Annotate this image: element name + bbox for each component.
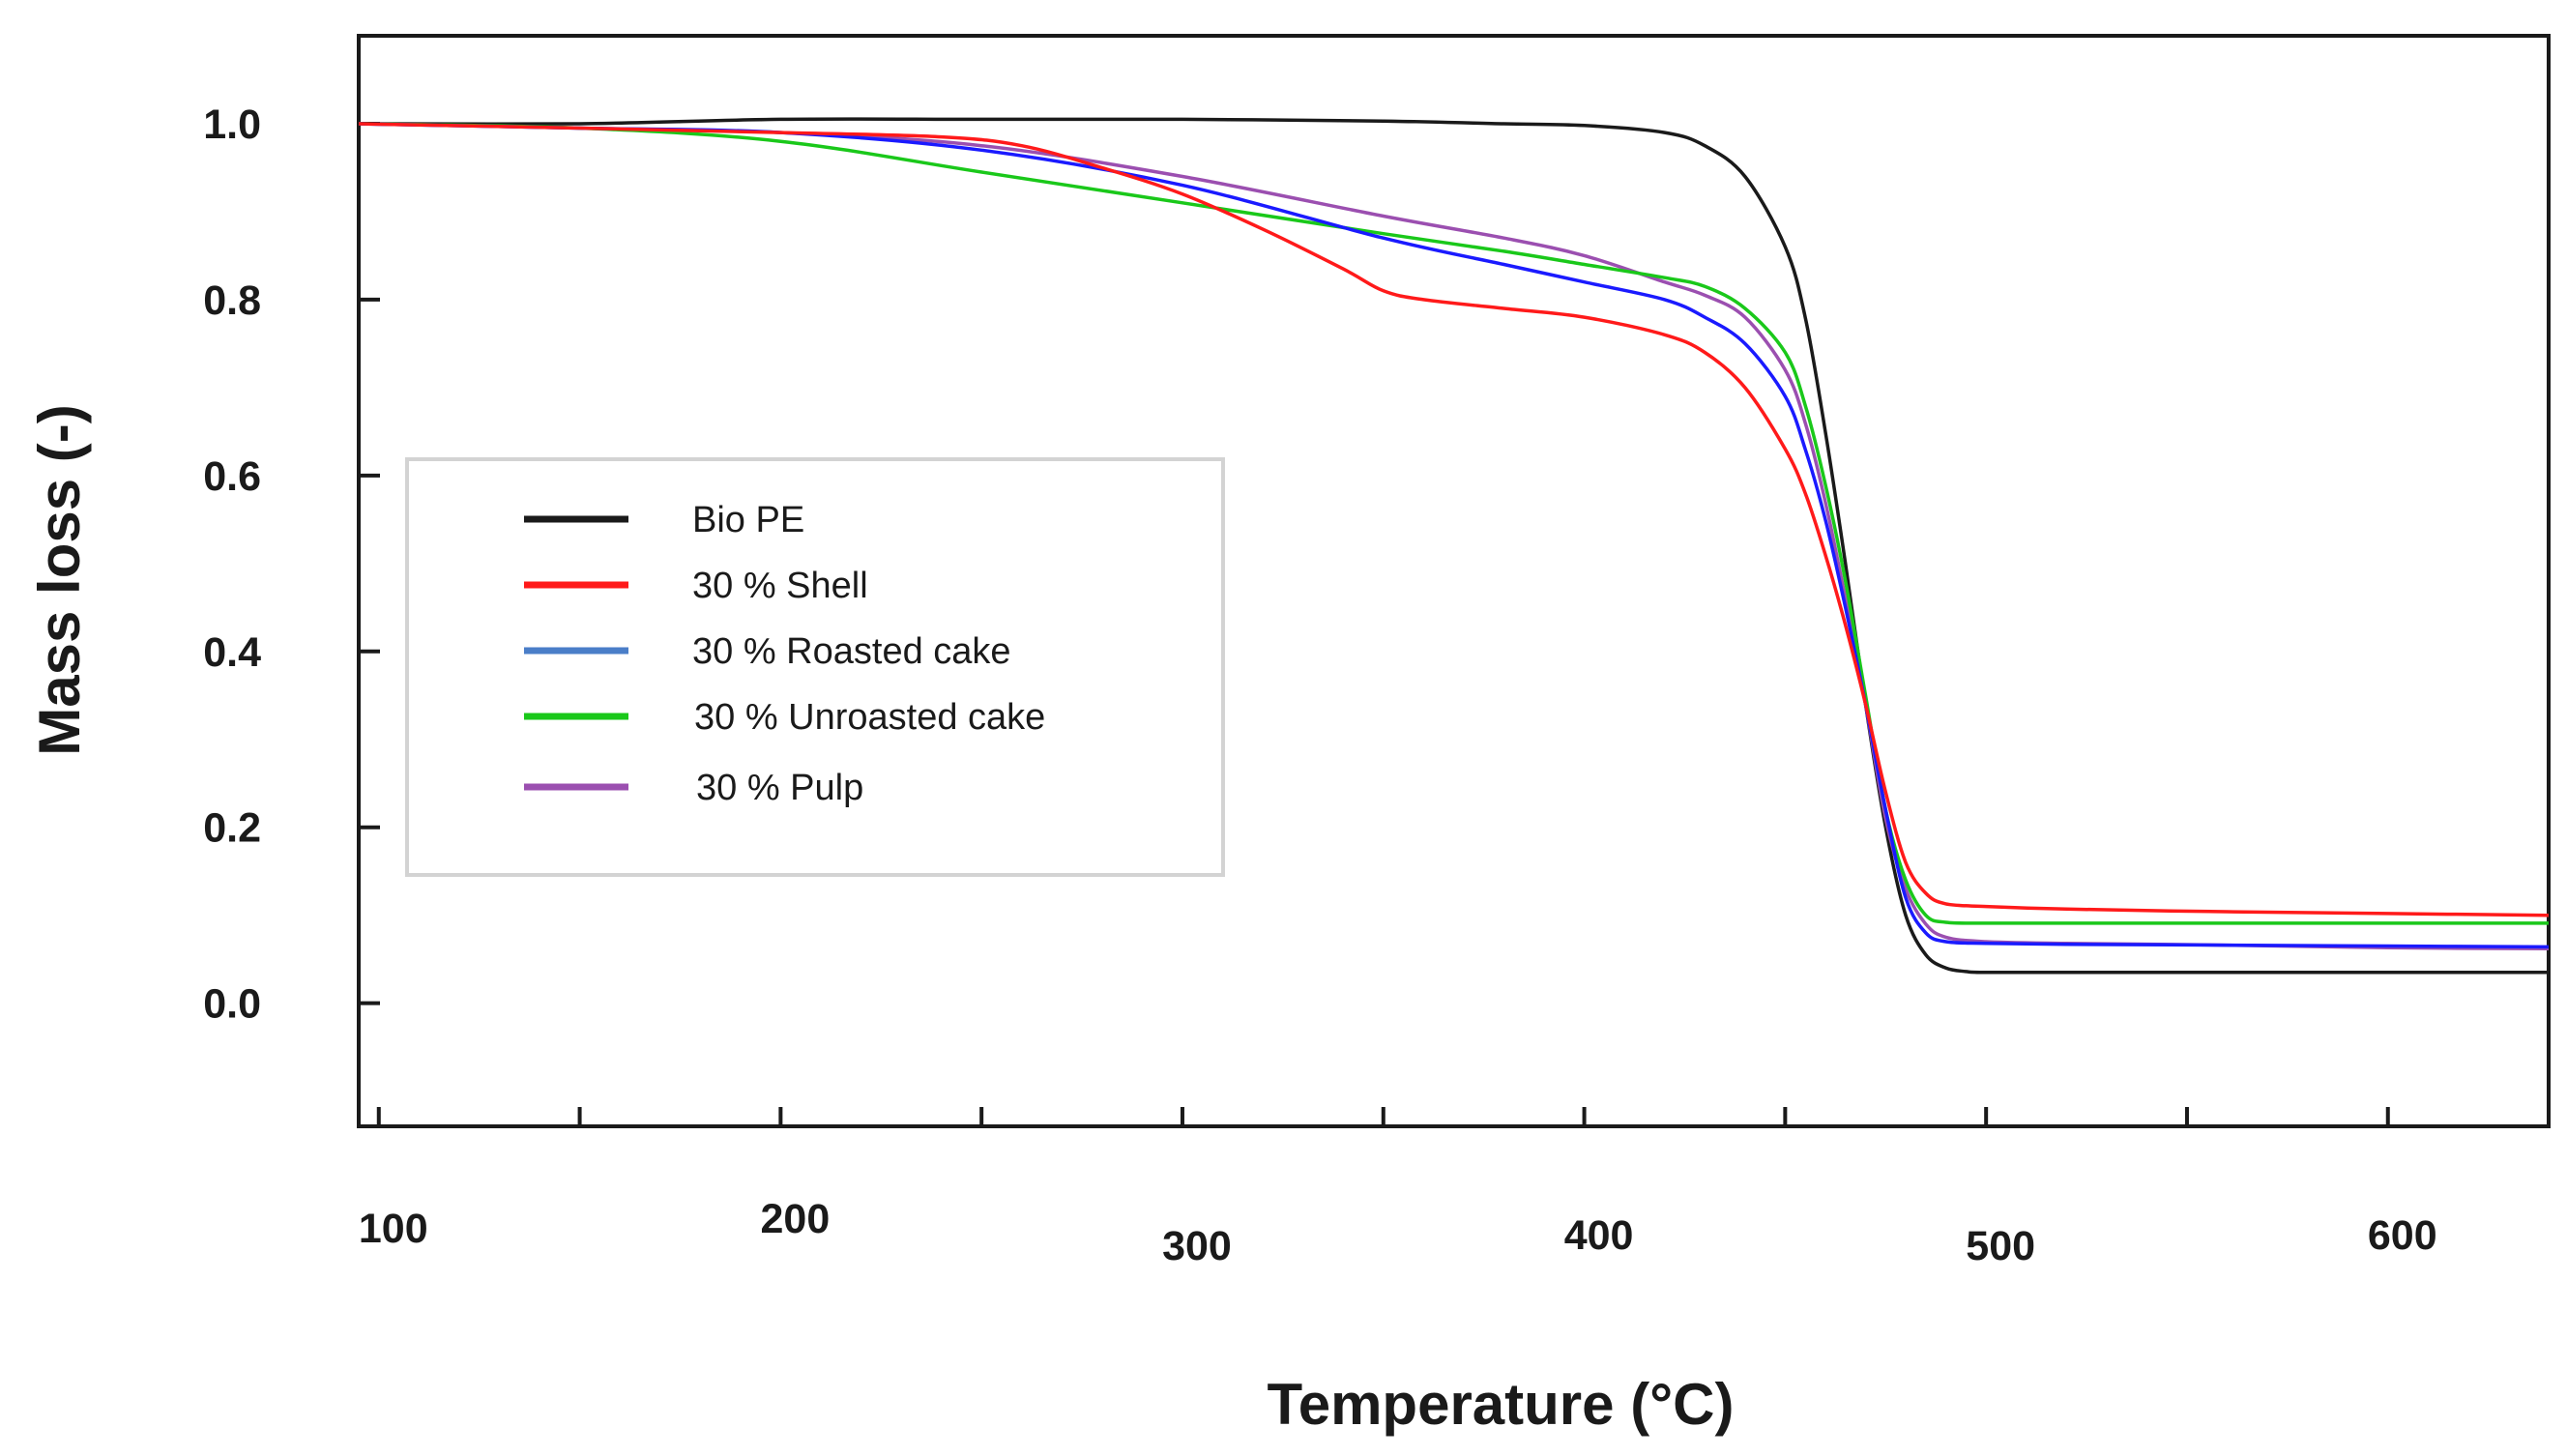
x-tick-label: 400 [1564,1212,1634,1259]
x-tick-label: 100 [359,1206,428,1252]
legend-label: 30 % Shell [692,566,868,606]
legend-label: Bio PE [692,500,804,540]
series-line-roasted-cake [358,122,2550,949]
legend-item-shell: 30 % Shell [524,566,868,606]
x-tick-label: 200 [761,1196,831,1242]
y-tick-label: 0.0 [203,981,261,1028]
series-lines [358,117,2550,975]
legend-item-pulp: 30 % Pulp [524,768,863,808]
x-axis-title: Temperature (°C) [1268,1372,1735,1437]
y-tick-label: 0.8 [203,277,261,324]
legend-label: 30 % Unroasted cake [694,697,1045,738]
series-line-unroasted-cake [358,122,2549,925]
x-tick-label: 600 [2368,1212,2437,1259]
y-tick-label: 1.0 [203,102,261,148]
legend-label: 30 % Pulp [696,768,863,808]
y-axis-title: Mass loss (-) [27,404,92,755]
plot-frame [357,34,2551,1128]
y-tick-label: 0.2 [203,805,261,852]
x-axis: 100 200 300 400 500 600 [359,1107,2437,1269]
x-tick-label: 300 [1162,1223,1232,1269]
series-line-shell [358,122,2550,917]
legend-box [405,457,1225,877]
legend-item-bio-pe: Bio PE [524,500,804,540]
series-line-bio-pe [358,117,2549,975]
y-axis: 1.0 0.8 0.6 0.4 0.2 0.0 [203,102,380,1028]
y-tick-label: 0.4 [203,629,261,676]
legend-item-roasted-cake: 30 % Roasted cake [524,631,1011,672]
y-tick-label: 0.6 [203,453,261,500]
legend-item-unroasted-cake: 30 % Unroasted cake [524,697,1045,738]
legend: Bio PE 30 % Shell 30 % Roasted cake 30 % Un… [405,457,1225,877]
legend-label: 30 % Roasted cake [692,631,1011,672]
x-tick-label: 500 [1966,1223,2035,1269]
